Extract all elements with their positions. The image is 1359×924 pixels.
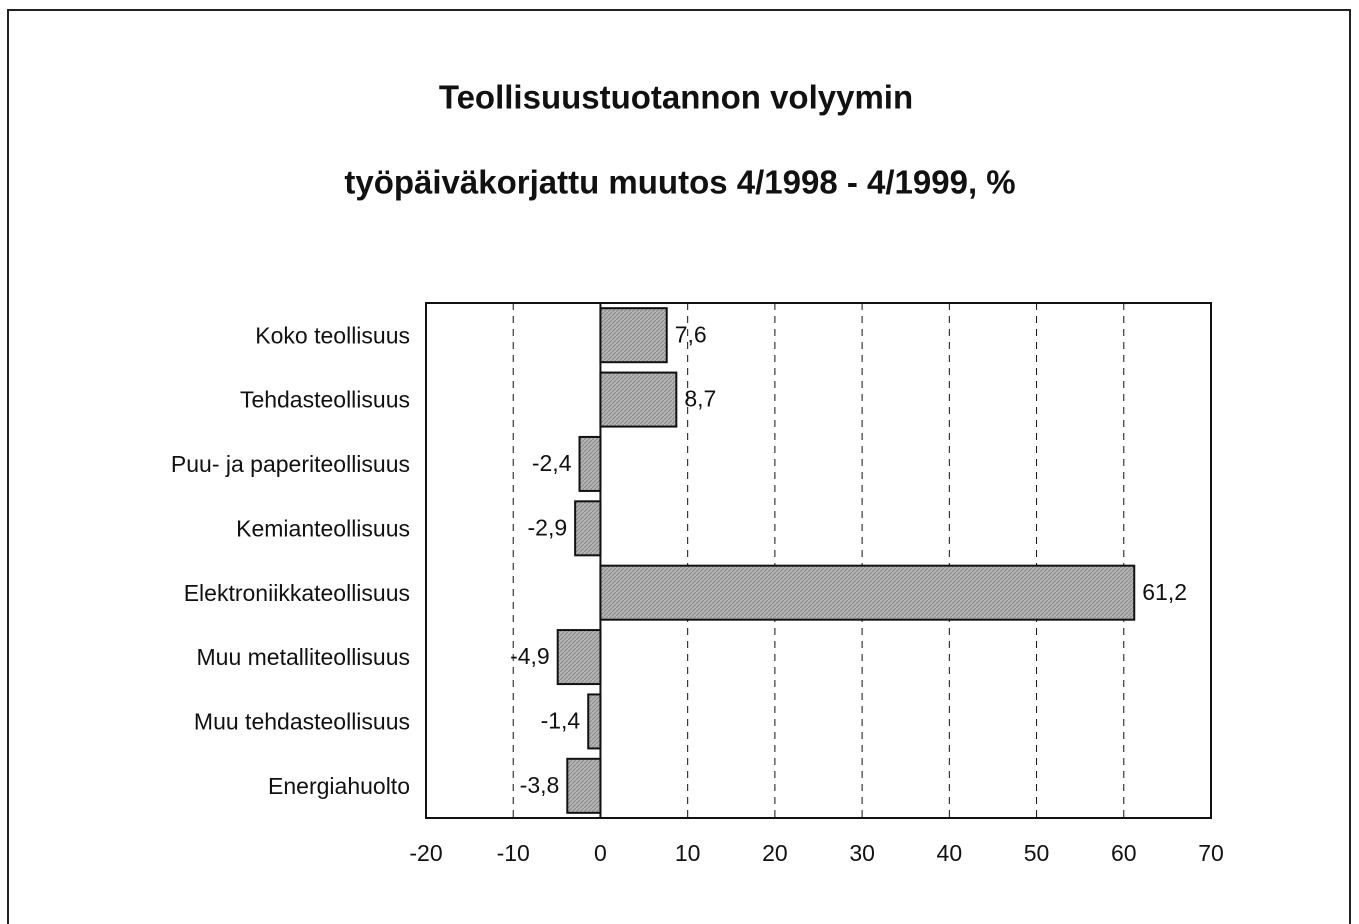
y-tick-label: Muu metalliteollisuus xyxy=(197,644,410,670)
value-label: 61,2 xyxy=(1142,579,1187,605)
value-label: -2,9 xyxy=(528,514,568,540)
y-tick-label: Puu- ja paperiteollisuus xyxy=(171,451,410,477)
bar xyxy=(566,757,602,814)
value-label: -4,9 xyxy=(510,643,550,669)
frame xyxy=(7,9,1351,924)
y-tick-label: Elektroniikkateollisuus xyxy=(184,580,410,606)
x-tick-label: 50 xyxy=(1024,840,1050,866)
y-tick-label: Kemianteollisuus xyxy=(236,515,410,541)
value-label: -3,8 xyxy=(520,772,560,798)
bar xyxy=(578,435,602,492)
plot-area xyxy=(425,302,1212,819)
x-tick-label: -20 xyxy=(409,840,442,866)
x-tick-label: 60 xyxy=(1111,840,1137,866)
bar xyxy=(574,500,602,557)
bar xyxy=(599,371,678,428)
bar xyxy=(599,564,1136,621)
bar xyxy=(599,307,668,364)
y-tick-label: Muu tehdasteollisuus xyxy=(194,709,410,735)
y-tick-label: Energiahuolto xyxy=(268,773,410,799)
chart-subtitle: työpäiväkorjattu muutos 4/1998 - 4/1999,… xyxy=(344,164,1015,201)
x-tick-label: 70 xyxy=(1198,840,1224,866)
bar xyxy=(556,629,602,686)
y-tick-label: Koko teollisuus xyxy=(255,322,410,348)
value-label: 7,6 xyxy=(675,321,707,347)
value-label: 8,7 xyxy=(684,386,716,412)
x-tick-label: 0 xyxy=(594,840,607,866)
value-label: -2,4 xyxy=(532,450,572,476)
x-tick-label: 30 xyxy=(849,840,875,866)
value-label: -1,4 xyxy=(541,708,581,734)
x-tick-label: 10 xyxy=(675,840,701,866)
x-tick-label: 20 xyxy=(762,840,788,866)
x-tick-label: -10 xyxy=(497,840,530,866)
chart-title: Teollisuustuotannon volyymin xyxy=(439,79,913,116)
bar xyxy=(587,693,602,750)
x-tick-label: 40 xyxy=(937,840,963,866)
y-tick-label: Tehdasteollisuus xyxy=(240,387,410,413)
